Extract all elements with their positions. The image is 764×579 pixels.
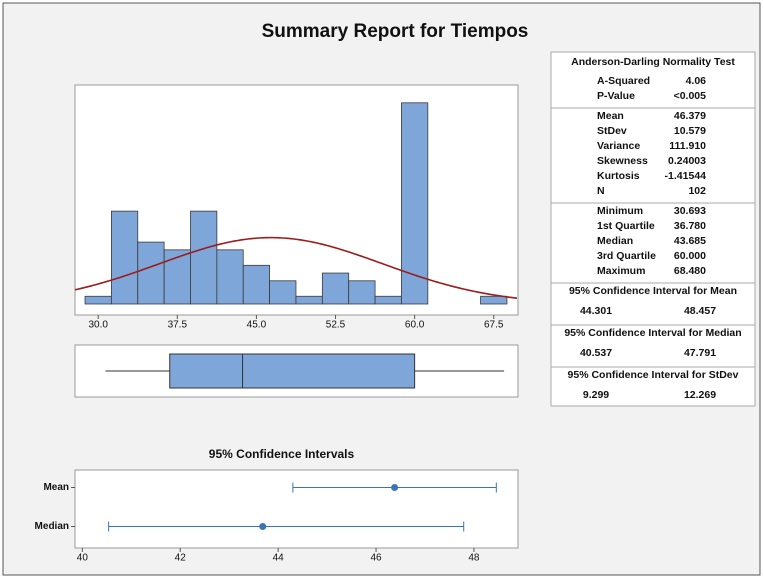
stat-label: A-Squared	[597, 75, 650, 87]
x-tick-label: 45.0	[247, 320, 267, 331]
estimate-dot	[259, 523, 267, 530]
histogram-bar	[137, 241, 165, 305]
histogram-bar	[216, 249, 244, 305]
x-tick-label: 60.0	[405, 320, 425, 331]
stat-label: N	[597, 185, 605, 197]
stat-label: P-Value	[597, 90, 635, 102]
stat-value: 0.24003	[668, 155, 706, 167]
y-tick-label: Mean	[43, 482, 69, 493]
x-tick-label: 48	[468, 553, 480, 564]
x-tick-label: 40	[77, 553, 89, 564]
stat-value: 60.000	[674, 250, 706, 262]
stat-value: 4.06	[686, 75, 707, 87]
stat-value: 36.780	[674, 220, 706, 232]
stat-label: Median	[597, 235, 633, 247]
stat-value: 46.379	[674, 110, 706, 122]
histogram-bar	[401, 102, 429, 305]
box	[169, 353, 416, 389]
histogram-bar	[110, 210, 139, 305]
estimate-dot	[391, 484, 399, 491]
interval-lower: 44.301	[580, 305, 612, 317]
interval-lower: 40.537	[580, 347, 612, 359]
stat-value: 10.579	[674, 125, 706, 137]
stat-value: -1.41544	[665, 170, 707, 182]
x-tick-label: 44	[273, 553, 285, 564]
x-tick-label: 30.0	[88, 320, 108, 331]
x-tick-label: 67.5	[484, 320, 504, 331]
interval-upper: 12.269	[684, 389, 716, 401]
stat-value: 111.910	[669, 140, 706, 152]
section-title: 95% Confidence Interval for Median	[564, 327, 741, 339]
stat-label: Skewness	[597, 155, 648, 167]
stat-label: Mean	[597, 110, 624, 122]
stat-label: Maximum	[597, 265, 645, 277]
interval-upper: 48.457	[684, 305, 716, 317]
x-tick-label: 52.5	[326, 320, 346, 331]
histogram-bar	[321, 272, 350, 305]
stat-value: 102	[688, 185, 706, 197]
x-tick-label: 37.5	[168, 320, 188, 331]
stat-label: 1st Quartile	[597, 220, 655, 232]
stat-label: 3rd Quartile	[597, 250, 656, 262]
histogram-bar	[190, 210, 218, 305]
summary-table-content: Anderson-Darling Normality Test A-Squared…	[551, 56, 755, 401]
chart-title: 95% Confidence Intervals	[209, 447, 355, 461]
section-title: 95% Confidence Interval for Mean	[569, 285, 737, 297]
plot-area	[74, 469, 519, 549]
x-tick-label: 42	[175, 553, 187, 564]
histogram-bar	[84, 295, 112, 305]
stat-label: Minimum	[597, 205, 643, 217]
y-tick-label: Median	[35, 521, 69, 532]
histogram-bar	[348, 280, 376, 305]
stat-value: 43.685	[674, 235, 706, 247]
interval-lower: 9.299	[583, 389, 609, 401]
histogram-bar	[242, 264, 271, 305]
histogram-bar	[269, 280, 297, 305]
stat-value: 68.480	[674, 265, 706, 277]
summary-table	[550, 51, 756, 407]
section-title: Anderson-Darling Normality Test	[571, 56, 735, 68]
report-title: Summary Report for Tiempos	[262, 21, 529, 42]
stat-value: <0.005	[674, 90, 707, 102]
interval-upper: 47.791	[684, 347, 716, 359]
stat-label: Variance	[597, 140, 640, 152]
histogram-bar	[480, 295, 508, 305]
normal-fit-curve	[74, 236, 518, 299]
x-tick-label: 46	[370, 553, 382, 564]
stat-label: Kurtosis	[597, 170, 640, 182]
stat-value: 30.693	[674, 205, 706, 217]
histogram-bar	[295, 295, 323, 305]
stat-label: StDev	[597, 125, 627, 137]
histogram-bar	[374, 295, 402, 305]
section-title: 95% Confidence Interval for StDev	[568, 369, 739, 381]
